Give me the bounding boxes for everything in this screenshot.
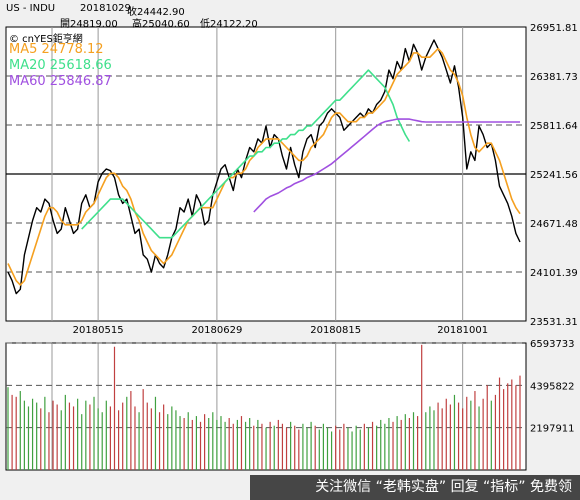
x-tick-label: 20180515 — [73, 325, 124, 336]
x-tick-label: 20181001 — [437, 325, 488, 336]
price-y-tick-label: 26381.73 — [530, 72, 578, 83]
series-line-ma20 — [81, 69, 411, 239]
legend-ma20: MA20 25618.66 — [9, 58, 112, 73]
volume-y-tick-label: 4395822 — [530, 381, 575, 392]
open-label: 開24819.00 — [60, 19, 118, 30]
price-y-tick-label: 23531.31 — [530, 317, 578, 328]
series-line-ma5 — [7, 47, 521, 286]
legend-ma60: MA60 25846.87 — [9, 74, 112, 89]
x-tick-label: 20180815 — [310, 325, 361, 336]
price-y-tick-label: 24101.39 — [530, 268, 578, 279]
legend-ma5: MA5 24778.12 — [9, 42, 104, 57]
x-tick-label: 20180629 — [191, 325, 242, 336]
high-label: 高25040.60 — [132, 19, 190, 30]
watermark-banner: 关注微信 “老韩实盘” 回复 “指标” 免费领 — [250, 475, 580, 500]
close-label: 收24442.90 — [127, 7, 185, 18]
volume-y-tick-label: 6593733 — [530, 339, 575, 350]
symbol-label: US - INDU — [6, 3, 56, 14]
price-y-tick-label: 26951.81 — [530, 23, 578, 34]
low-label: 低24122.20 — [200, 19, 258, 30]
series-line-ma60 — [253, 118, 520, 213]
price-y-tick-label: 25241.56 — [530, 170, 578, 181]
volume-y-tick-label: 2197911 — [530, 424, 575, 435]
source-label: © cnYES鉅亨網 — [9, 34, 83, 45]
date-label: 20181029 — [80, 3, 131, 14]
price-y-tick-label: 25811.64 — [530, 121, 578, 132]
price-y-tick-label: 24671.48 — [530, 219, 578, 230]
